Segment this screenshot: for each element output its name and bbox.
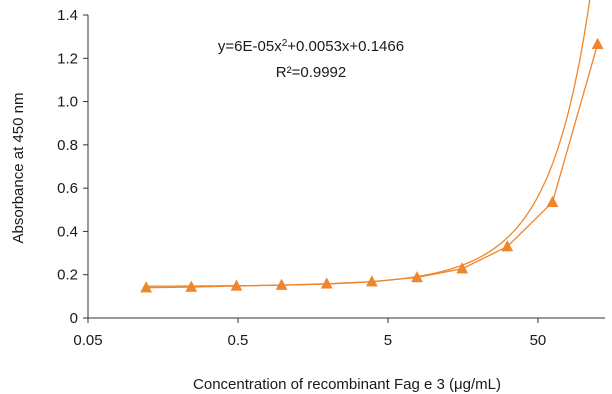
trendline-equation: y=6E-05x2+0.0053x+0.1466 [218,38,404,56]
data-point [275,278,288,290]
y-tick-label: 1.4 [57,7,78,24]
data-point [411,270,423,283]
x-tick-label: 5 [384,332,392,349]
data-point [501,240,514,252]
data-point [230,279,243,291]
data-point [591,37,604,49]
y-tick-label: 0.2 [57,267,78,284]
x-tick-label: 50 [530,332,547,349]
y-tick-label: 0.6 [57,180,78,197]
y-tick-label: 0 [70,310,78,327]
plot-area: 0 0.2 0.4 0.6 0.8 1.0 1.2 1.4 0.05 0.5 5 50 [57,0,605,349]
r-squared-label: R²=0.9992 [276,64,346,81]
x-tick-label: 0.5 [228,332,249,349]
y-tick-label: 0.4 [57,223,78,240]
data-point [140,281,153,293]
y-axis-title: Absorbance at 450 nm [10,93,27,244]
data-point [365,275,378,287]
x-axis-title: Concentration of recombinant Fag e 3 (μg… [193,376,501,393]
series-line [146,44,599,289]
y-tick-label: 1.2 [57,50,78,67]
data-point [546,195,559,207]
data-point [320,277,333,289]
data-point [185,280,198,292]
y-tick-label: 1.0 [57,94,78,111]
data-point [456,262,469,274]
y-tick-label: 0.8 [57,137,78,154]
x-tick-label: 0.05 [73,332,102,349]
